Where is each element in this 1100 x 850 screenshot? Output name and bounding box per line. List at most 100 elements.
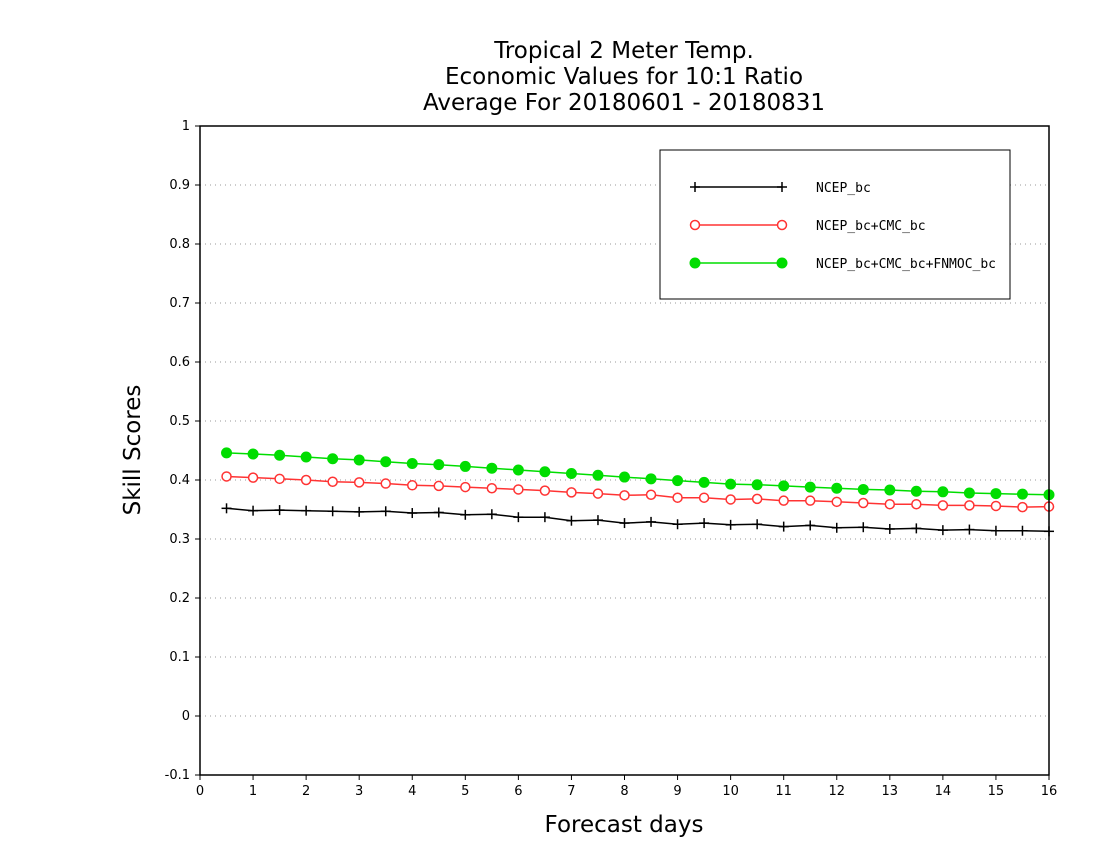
- data-point: [831, 522, 842, 533]
- x-tick-label: 11: [775, 784, 792, 799]
- data-point: [645, 473, 657, 485]
- x-tick-label: 0: [196, 784, 204, 799]
- data-point: [512, 464, 524, 476]
- data-point: [380, 506, 391, 517]
- x-axis-title: Forecast days: [545, 812, 704, 838]
- data-point: [592, 488, 604, 499]
- data-point: [221, 503, 232, 514]
- data-point: [566, 487, 577, 498]
- chart-title-line-3: Average For 20180601 - 20180831: [423, 90, 825, 116]
- data-point: [963, 487, 975, 499]
- data-series: [221, 447, 1055, 537]
- data-point: [672, 492, 683, 503]
- x-tick-label: 4: [408, 784, 416, 799]
- data-point: [327, 453, 339, 465]
- y-tick-label: 0.6: [169, 355, 190, 370]
- data-point: [699, 518, 710, 529]
- data-point: [619, 490, 630, 501]
- data-point: [513, 512, 524, 523]
- series-2: [221, 471, 1055, 513]
- data-point: [831, 482, 843, 494]
- data-point: [486, 483, 498, 494]
- data-point: [406, 457, 418, 469]
- x-tick-label: 1: [249, 784, 257, 799]
- data-point: [672, 475, 684, 487]
- y-tick-label: 0.1: [169, 650, 190, 665]
- data-point: [672, 519, 683, 530]
- data-point: [619, 518, 630, 529]
- x-tick-label: 13: [882, 784, 899, 799]
- data-point: [433, 507, 444, 518]
- chart-title-line-1: Tropical 2 Meter Temp.: [493, 38, 754, 64]
- data-point: [911, 498, 922, 510]
- legend-label: NCEP_bc: [816, 181, 871, 196]
- data-point: [274, 505, 285, 516]
- legend-item: NCEP_bc+CMC_bc+FNMOC_bc: [689, 257, 996, 272]
- data-point: [1017, 525, 1028, 536]
- legend-marker: [689, 257, 701, 269]
- data-point: [221, 471, 232, 482]
- data-point: [990, 500, 1002, 512]
- data-point: [911, 523, 922, 534]
- data-point: [1016, 488, 1028, 500]
- legend-item: NCEP_bc+CMC_bc: [689, 219, 926, 234]
- legend: NCEP_bc NCEP_bc+CMC_bc NCEP_bc+CMC_bc+FNMO…: [659, 149, 1011, 300]
- data-point: [619, 471, 630, 483]
- data-point: [380, 478, 391, 489]
- data-point: [831, 496, 842, 508]
- y-tick-label: 0.4: [169, 473, 190, 488]
- data-point: [857, 483, 869, 495]
- data-point: [513, 484, 524, 495]
- x-tick-label: 14: [935, 784, 952, 799]
- data-point: [221, 447, 233, 459]
- legend-label: NCEP_bc+CMC_bc: [816, 219, 926, 234]
- data-point: [964, 524, 975, 535]
- data-point: [990, 525, 1001, 536]
- data-point: [459, 460, 471, 472]
- data-point: [380, 456, 392, 468]
- data-point: [327, 476, 338, 488]
- y-tick-label: 0.5: [169, 414, 190, 429]
- data-point: [698, 492, 710, 503]
- data-point: [460, 481, 471, 493]
- data-point: [247, 472, 259, 483]
- data-point: [725, 519, 736, 530]
- data-point: [592, 515, 603, 526]
- data-point: [725, 494, 736, 505]
- x-tick-label: 6: [514, 784, 522, 799]
- x-tick-label: 7: [567, 784, 575, 799]
- data-point: [646, 516, 657, 527]
- data-point: [486, 462, 498, 474]
- data-point: [460, 509, 471, 520]
- x-tick-label: 9: [673, 784, 681, 799]
- data-point: [937, 486, 949, 498]
- data-point: [858, 497, 869, 509]
- data-point: [433, 459, 445, 471]
- data-point: [804, 495, 816, 506]
- data-point: [778, 521, 789, 532]
- data-point: [1017, 501, 1028, 513]
- data-point: [698, 476, 710, 488]
- y-axis: -0.1 0 0.1 0.2 0.3 0.4 0.5 0.6 0.7 0.8 0.9 1: [165, 119, 200, 783]
- data-point: [248, 505, 259, 516]
- data-point: [247, 448, 259, 460]
- y-tick-label: -0.1: [165, 768, 190, 783]
- y-tick-label: 0.3: [169, 532, 190, 547]
- legend-marker: [776, 219, 788, 231]
- data-point: [805, 520, 816, 531]
- data-point: [884, 484, 896, 496]
- data-point: [778, 495, 789, 506]
- data-point: [407, 480, 418, 491]
- data-point: [539, 466, 551, 478]
- data-point: [804, 481, 816, 493]
- y-tick-label: 1: [182, 119, 190, 134]
- data-point: [751, 479, 763, 491]
- series-3: [221, 447, 1055, 501]
- data-point: [433, 480, 445, 492]
- data-point: [964, 500, 975, 511]
- data-point: [990, 488, 1002, 500]
- data-point: [884, 523, 895, 534]
- data-point: [301, 505, 312, 516]
- data-point: [565, 468, 577, 480]
